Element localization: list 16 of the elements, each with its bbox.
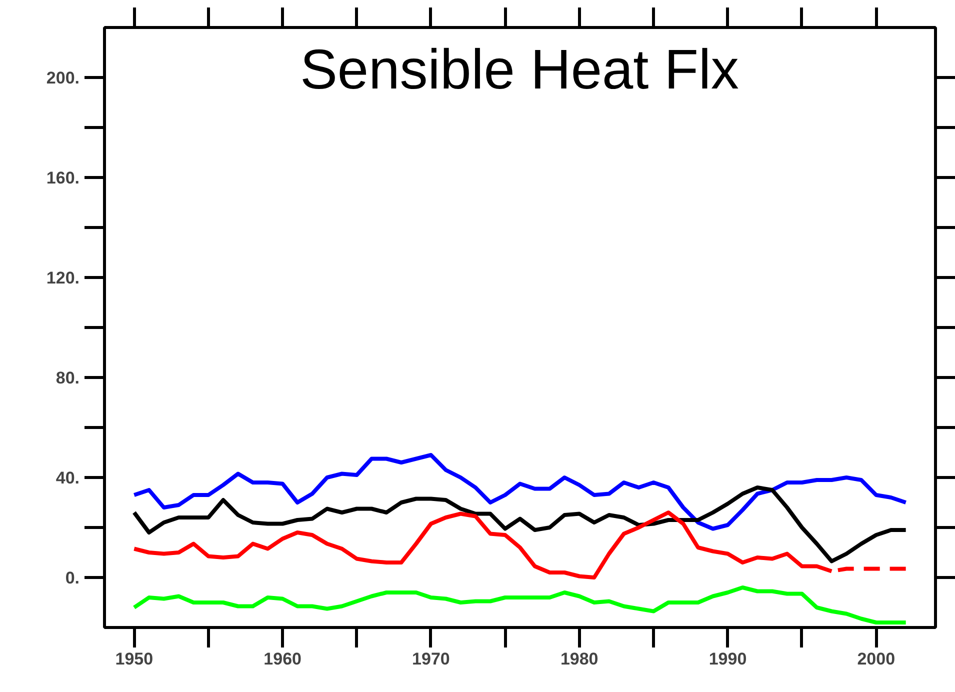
y-tick-label: 200.: [46, 68, 80, 88]
line-series: [132, 486, 908, 564]
line-series: [132, 453, 908, 531]
x-tick-label: 1960: [264, 650, 302, 668]
chart-title: Sensible Heat Flx: [300, 38, 739, 100]
y-tick-label: 40.: [56, 468, 80, 488]
x-tick-label: 1970: [412, 650, 450, 668]
y-tick-label: 160.: [46, 168, 80, 188]
y-tick-label: 0.: [65, 568, 80, 588]
y-tick-label: 120.: [46, 268, 80, 288]
x-tick-label: 1950: [115, 650, 154, 668]
x-tick-label: 2000: [857, 650, 896, 668]
x-tick-label: 1990: [708, 650, 747, 668]
y-tick-label: 80.: [56, 368, 80, 388]
x-tick-label: 1980: [560, 650, 598, 668]
line-series: [132, 586, 908, 624]
